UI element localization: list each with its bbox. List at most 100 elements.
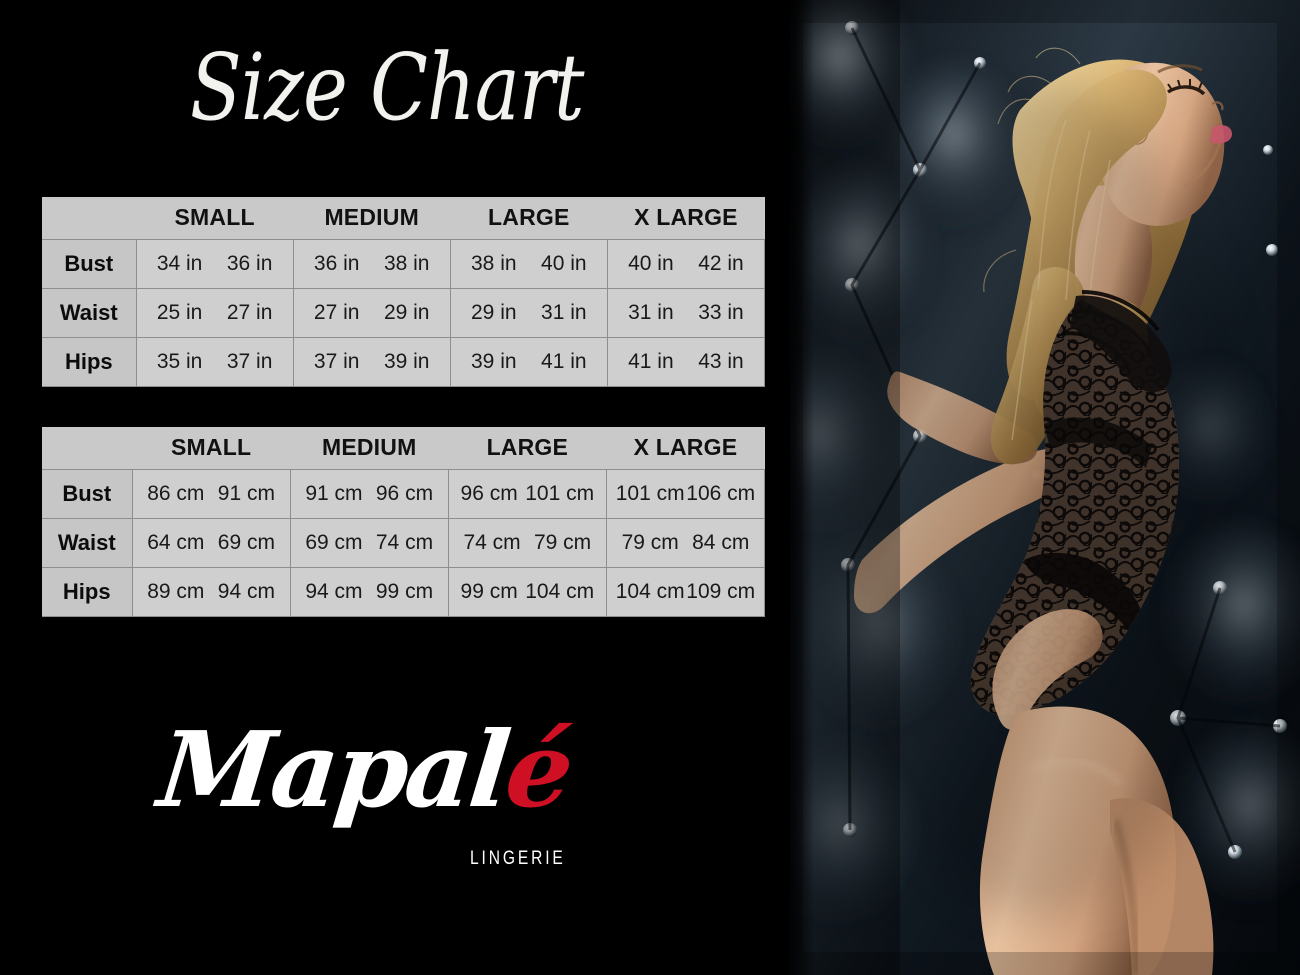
value-min: 94 cm — [305, 579, 363, 603]
cell-hips-medium: 94 cm 99 cm — [289, 566, 449, 617]
cell-bust-small: 34 in 36 in — [135, 238, 294, 289]
header-small: SMALL — [136, 197, 294, 239]
value-max: 31 in — [541, 300, 587, 324]
cell-hips-small: 89 cm 94 cm — [131, 566, 291, 617]
value-max: 79 cm — [533, 530, 592, 554]
header-x-large: X LARGE — [606, 427, 765, 469]
value-max: 96 cm — [375, 481, 434, 505]
cell-waist-medium: 27 in 29 in — [292, 287, 451, 338]
cell-hips-small: 35 in 37 in — [135, 336, 294, 387]
value-min: 104 cm — [615, 579, 685, 603]
value-min: 96 cm — [460, 481, 518, 505]
header-corner — [42, 197, 137, 239]
value-max: 42 in — [698, 251, 744, 275]
value-max: 27 in — [226, 300, 273, 324]
value-max: 43 in — [698, 349, 744, 373]
table-row: Bust 34 in 36 in 36 in 38 in 38 in 40 in… — [42, 238, 766, 289]
value-max: 37 in — [226, 349, 273, 373]
size-table-inches: SMALL MEDIUM LARGE X LARGE Bust 34 in 36… — [42, 197, 766, 387]
brand-wordmark: Mapalé — [153, 708, 576, 831]
cell-hips-large: 99 cm 104 cm — [447, 566, 607, 617]
cell-waist-x-large: 31 in 33 in — [606, 287, 766, 338]
header-large: LARGE — [448, 427, 607, 469]
value-min: 86 cm — [147, 481, 205, 505]
value-min: 29 in — [471, 300, 517, 324]
value-max: 38 in — [383, 251, 430, 275]
value-min: 34 in — [156, 251, 203, 275]
size-table-centimeters: SMALL MEDIUM LARGE X LARGE Bust 86 cm 91… — [42, 427, 766, 617]
value-max: 106 cm — [686, 481, 756, 505]
header-corner — [42, 427, 133, 469]
row-label-hips: Hips — [42, 566, 133, 617]
brand-tagline: LINGERIE — [470, 848, 566, 869]
row-label-bust: Bust — [42, 238, 137, 289]
value-max: 69 cm — [217, 530, 275, 554]
table-row: Waist 25 in 27 in 27 in 29 in 29 in 31 i… — [42, 287, 766, 338]
page-title: Size Chart — [190, 34, 584, 141]
cell-waist-large: 29 in 31 in — [449, 287, 608, 338]
value-min: 74 cm — [463, 530, 521, 554]
value-max: 40 in — [541, 251, 587, 275]
table-row: Hips 35 in 37 in 37 in 39 in 39 in 41 in… — [42, 336, 766, 387]
table-row: Bust 86 cm 91 cm 91 cm 96 cm 96 cm 101 c… — [42, 468, 766, 519]
value-min: 35 in — [156, 349, 203, 373]
value-max: 84 cm — [692, 530, 750, 554]
value-min: 99 cm — [460, 579, 518, 603]
value-min: 89 cm — [147, 579, 205, 603]
table-header-row: SMALL MEDIUM LARGE X LARGE — [42, 197, 765, 239]
cell-waist-x-large: 79 cm 84 cm — [605, 517, 766, 568]
value-min: 27 in — [313, 300, 360, 324]
row-label-bust: Bust — [42, 468, 133, 519]
value-max: 74 cm — [375, 530, 434, 554]
header-small: SMALL — [132, 427, 291, 469]
cell-waist-small: 64 cm 69 cm — [131, 517, 291, 568]
cell-waist-small: 25 in 27 in — [135, 287, 294, 338]
cell-hips-x-large: 41 in 43 in — [606, 336, 766, 387]
cell-bust-large: 96 cm 101 cm — [447, 468, 607, 519]
header-medium: MEDIUM — [293, 197, 451, 239]
table-row: Waist 64 cm 69 cm 69 cm 74 cm 74 cm 79 c… — [42, 517, 766, 568]
value-min: 37 in — [313, 349, 360, 373]
value-max: 41 in — [541, 349, 587, 373]
chart-panel: Size Chart SMALL MEDIUM LARGE X LARGE Bu… — [42, 34, 766, 888]
cell-waist-medium: 69 cm 74 cm — [289, 517, 449, 568]
value-min: 91 cm — [305, 481, 363, 505]
header-medium: MEDIUM — [290, 427, 449, 469]
value-min: 69 cm — [305, 530, 363, 554]
value-min: 25 in — [156, 300, 203, 324]
table-row: Hips 89 cm 94 cm 94 cm 99 cm 99 cm 104 c… — [42, 566, 766, 617]
cell-bust-small: 86 cm 91 cm — [131, 468, 291, 519]
cell-hips-medium: 37 in 39 in — [292, 336, 451, 387]
value-min: 38 in — [471, 251, 517, 275]
cell-waist-large: 74 cm 79 cm — [447, 517, 607, 568]
value-min: 79 cm — [621, 530, 679, 554]
value-max: 29 in — [383, 300, 430, 324]
cell-hips-x-large: 104 cm 109 cm — [605, 566, 766, 617]
model-photo — [780, 0, 1300, 975]
cell-bust-x-large: 101 cm 106 cm — [605, 468, 766, 519]
value-max: 101 cm — [525, 481, 595, 505]
value-min: 31 in — [628, 300, 674, 324]
row-label-waist: Waist — [42, 287, 137, 338]
brand-name-accent: é — [500, 708, 577, 831]
value-min: 40 in — [628, 251, 674, 275]
brand-name-base: Mapal — [153, 708, 514, 831]
header-x-large: X LARGE — [607, 197, 765, 239]
value-min: 64 cm — [147, 530, 205, 554]
value-min: 101 cm — [615, 481, 685, 505]
value-max: 109 cm — [686, 579, 756, 603]
value-max: 33 in — [698, 300, 744, 324]
brand-logo: Mapalé LINGERIE — [153, 708, 595, 888]
value-max: 91 cm — [217, 481, 275, 505]
value-max: 39 in — [383, 349, 430, 373]
cell-hips-large: 39 in 41 in — [449, 336, 608, 387]
cell-bust-medium: 91 cm 96 cm — [289, 468, 449, 519]
cell-bust-large: 38 in 40 in — [449, 238, 608, 289]
value-max: 104 cm — [525, 579, 595, 603]
value-min: 41 in — [628, 349, 674, 373]
value-max: 36 in — [226, 251, 273, 275]
value-min: 36 in — [313, 251, 360, 275]
value-max: 99 cm — [375, 579, 434, 603]
value-min: 39 in — [471, 349, 517, 373]
